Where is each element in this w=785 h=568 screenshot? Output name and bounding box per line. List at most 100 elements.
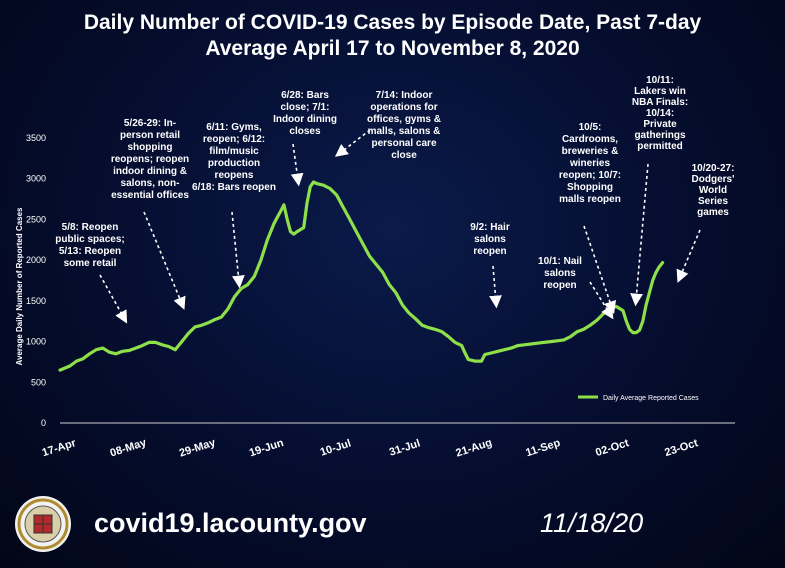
annotation-text-a4: 6/28: Bars close; 7/1: Indoor dining closes xyxy=(273,90,337,137)
annotation-line: closes xyxy=(289,126,321,137)
annotation-line: some retail xyxy=(64,258,117,269)
y-tick-label: 2500 xyxy=(26,214,46,224)
annotation-line: reopens xyxy=(215,170,254,181)
x-tick-label: 31-Jul xyxy=(388,438,422,459)
y-tick-label: 1000 xyxy=(26,337,46,347)
annotation-line: person retail xyxy=(120,130,180,141)
annotation-arrow-a3 xyxy=(231,211,245,289)
annotation-line: 7/14: Indoor xyxy=(376,90,433,101)
annotation-line: reopens; reopen xyxy=(111,154,189,165)
y-tick-label: 1500 xyxy=(26,296,46,306)
x-tick-label: 02-Oct xyxy=(594,437,631,459)
x-tick-label: 21-Aug xyxy=(454,437,493,460)
annotation-line: malls reopen xyxy=(559,194,621,205)
annotation-line: reopen; 10/7: xyxy=(559,170,621,181)
annotation-line: permitted xyxy=(637,141,683,152)
annotation-line: indoor dining & xyxy=(113,166,187,177)
footer-date: 11/18/20 xyxy=(540,508,644,538)
y-axis-label: Average Daily Number of Reported Cases xyxy=(15,207,24,366)
annotation-arrow-a10 xyxy=(676,229,701,283)
annotation-arrow-a7 xyxy=(589,281,614,320)
legend-label: Daily Average Reported Cases xyxy=(603,395,699,402)
annotation-line: film/music xyxy=(209,146,259,157)
annotation-arrow-a6 xyxy=(489,265,502,309)
annotation-line: World xyxy=(699,185,727,196)
annotation-line: 10/20-27: xyxy=(692,163,735,174)
annotation-line: 10/1: Nail xyxy=(538,256,582,267)
annotation-text-a3: 6/11: Gyms, reopen; 6/12: film/music produc… xyxy=(192,122,276,193)
x-tick-label: 19-Jun xyxy=(248,437,286,459)
annotation-text-a8: 10/5: Cardrooms, breweries & wineries reopen… xyxy=(559,122,621,205)
annotation-line: 5/26-29: In- xyxy=(124,118,176,129)
annotation-line: public spaces; xyxy=(55,234,124,245)
annotation-line: gatherings xyxy=(634,130,686,141)
annotation-line: close; 7/1: xyxy=(281,102,330,113)
y-tick-label: 500 xyxy=(31,377,46,387)
x-tick-label: 08-May xyxy=(109,436,149,459)
annotation-line: production xyxy=(208,158,260,169)
annotation-line: NBA Finals: xyxy=(632,97,688,108)
annotation-line: malls, salons & xyxy=(368,126,441,137)
annotation-arrow-a9 xyxy=(630,163,649,307)
title-line-1: Daily Number of COVID-19 Cases by Episod… xyxy=(83,11,702,34)
annotation-line: 6/18: Bars reopen xyxy=(192,182,276,193)
annotation-text-a7: 10/1: Nail salons reopen xyxy=(538,256,582,291)
annotation-line: 10/14: xyxy=(646,108,674,119)
chart-title: Daily Number of COVID-19 Cases by Episod… xyxy=(0,10,785,62)
annotation-line: Series xyxy=(698,196,728,207)
annotation-text-a1: 5/8: Reopen public spaces; 5/13: Reopen som… xyxy=(55,222,124,269)
annotation-line: offices, gyms & xyxy=(367,114,441,125)
annotation-line: shopping xyxy=(128,142,173,153)
annotation-line: Cardrooms, xyxy=(562,134,618,145)
y-tick-label: 2000 xyxy=(26,255,46,265)
annotation-line: reopen; 6/12: xyxy=(203,134,265,145)
annotation-arrow-a4 xyxy=(290,143,304,187)
annotation-line: breweries & xyxy=(562,146,619,157)
annotation-line: reopen xyxy=(473,246,506,257)
series-line xyxy=(58,180,665,372)
annotation-line: Private xyxy=(643,119,677,130)
annotation-line: essential offices xyxy=(111,190,189,201)
annotation-line: wineries xyxy=(569,158,610,169)
annotation-line: Lakers win xyxy=(634,86,686,97)
annotation-line: 9/2: Hair xyxy=(470,222,510,233)
annotation-line: 10/11: xyxy=(646,75,674,86)
series-layer xyxy=(58,180,665,372)
x-tick-label: 11-Sep xyxy=(524,437,562,459)
county-seal-icon xyxy=(15,496,71,552)
annotation-text-a2: 5/26-29: In-person retail shopping reopens… xyxy=(111,118,190,201)
annotation-line: Indoor dining xyxy=(273,114,337,125)
annotation-line: 5/8: Reopen xyxy=(62,222,119,233)
annotation-line: reopen xyxy=(543,280,576,291)
annotation-text-a9: 10/11: Lakers win NBA Finals: 10/14: Private… xyxy=(632,75,688,152)
annotation-arrow-a2 xyxy=(143,211,186,310)
annotation-line: salons xyxy=(474,234,506,245)
annotation-layer: 5/8: Reopen public spaces; 5/13: Reopen som… xyxy=(55,75,735,324)
annotation-arrow-a1 xyxy=(99,274,128,324)
x-tick-label: 10-Jul xyxy=(319,438,353,459)
annotation-line: 6/28: Bars xyxy=(281,90,329,101)
title-line-2: Average April 17 to November 8, 2020 xyxy=(205,37,580,60)
x-tick-label: 17-Apr xyxy=(41,437,79,459)
annotation-line: Dodgers' xyxy=(692,174,735,185)
annotation-line: salons, non- xyxy=(121,178,180,189)
y-tick-label: 3500 xyxy=(26,133,46,143)
annotation-text-a6: 9/2: Hair salons reopen xyxy=(470,222,510,257)
annotation-line: 5/13: Reopen xyxy=(59,246,121,257)
annotation-line: operations for xyxy=(370,102,437,113)
legend: Daily Average Reported Cases xyxy=(578,395,699,402)
x-tick-label: 29-May xyxy=(178,436,218,459)
annotation-arrow-a8 xyxy=(583,225,616,315)
y-tick-label: 0 xyxy=(41,418,46,428)
annotation-line: close xyxy=(391,150,417,161)
annotation-line: 10/5: xyxy=(579,122,602,133)
annotation-line: salons xyxy=(544,268,576,279)
annotation-line: 6/11: Gyms, xyxy=(206,122,262,133)
annotation-line: Shopping xyxy=(567,182,613,193)
annotation-text-a10: 10/20-27: Dodgers' World Series games xyxy=(692,163,735,218)
x-tick-label: 23-Oct xyxy=(663,437,700,459)
y-tick-label: 3000 xyxy=(26,174,46,184)
annotation-line: personal care xyxy=(371,138,436,149)
annotation-text-a5: 7/14: Indoor operations for offices, gyms … xyxy=(367,90,441,161)
